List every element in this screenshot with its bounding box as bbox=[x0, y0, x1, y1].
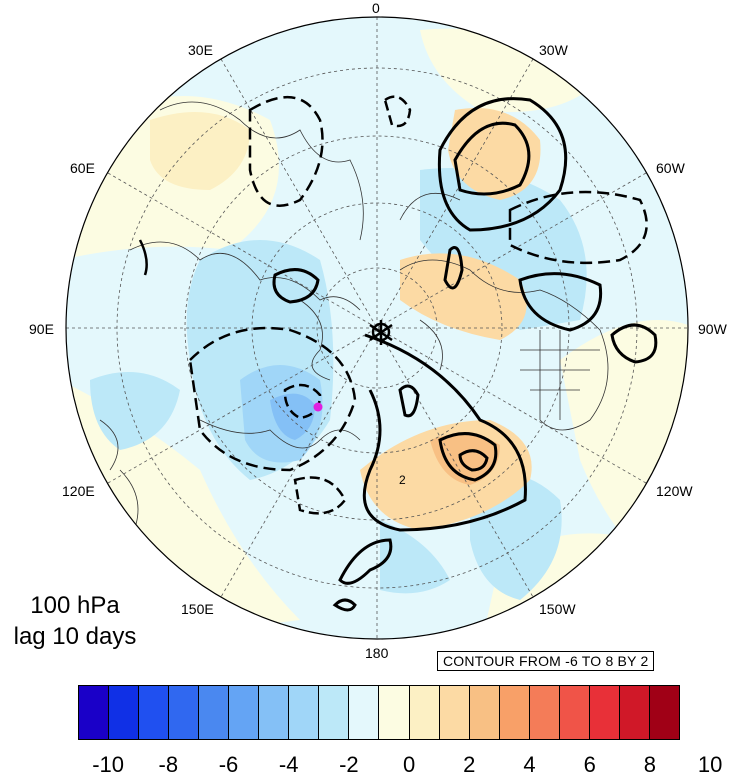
colorbar-cell bbox=[409, 686, 440, 739]
colorbar-cell bbox=[139, 686, 170, 739]
colorbar-cell bbox=[169, 686, 200, 739]
colorbar-cell bbox=[349, 686, 380, 739]
lag-label: lag 10 days bbox=[13, 623, 137, 650]
colorbar-cell bbox=[439, 686, 470, 739]
colorbar-cell bbox=[589, 686, 620, 739]
colorbar-tick-label: -2 bbox=[339, 752, 359, 777]
colorbar-cell bbox=[559, 686, 590, 739]
colorbar-tick-label: 10 bbox=[697, 752, 723, 777]
lon-label-30w: 30W bbox=[539, 42, 568, 58]
colorbar-tick-label: 6 bbox=[583, 752, 596, 777]
lon-label-180: 180 bbox=[365, 645, 389, 661]
location-marker bbox=[313, 402, 323, 412]
graticule bbox=[66, 17, 688, 639]
pressure-level-label: 100 hPa bbox=[30, 592, 120, 619]
contours bbox=[138, 95, 658, 612]
lon-label-150w: 150W bbox=[539, 601, 576, 617]
lon-label-60w: 60W bbox=[656, 160, 685, 176]
lon-label-30e: 30E bbox=[188, 42, 213, 58]
colorbar-cell bbox=[529, 686, 560, 739]
colorbar-tick-label: -10 bbox=[92, 752, 124, 777]
colorbar-cell bbox=[289, 686, 320, 739]
contour-value-label: 2 bbox=[399, 473, 406, 487]
colorbar-tick-label: -8 bbox=[158, 752, 179, 777]
colorbar bbox=[78, 685, 680, 740]
colorbar-cell bbox=[379, 686, 410, 739]
colorbar-cell bbox=[199, 686, 230, 739]
lon-label-120w: 120W bbox=[656, 483, 693, 499]
colorbar-tick-label: 8 bbox=[643, 752, 657, 777]
colorbar-cell bbox=[229, 686, 260, 739]
colorbar-tick-label: 0 bbox=[402, 752, 416, 777]
colorbar-tick-label: 4 bbox=[523, 752, 536, 777]
colorbar-cell bbox=[79, 686, 110, 739]
colorbar-tick-label: -4 bbox=[278, 752, 299, 777]
map-boundary bbox=[65, 16, 689, 640]
colorbar-tick-label: -6 bbox=[218, 752, 239, 777]
colorbar-cell bbox=[469, 686, 500, 739]
lon-label-120e: 120E bbox=[62, 483, 95, 499]
colorbar-cell bbox=[259, 686, 290, 739]
lon-label-150e: 150E bbox=[181, 601, 214, 617]
contour-info-box: CONTOUR FROM -6 TO 8 BY 2 bbox=[437, 651, 655, 671]
colorbar-cell bbox=[319, 686, 350, 739]
colorbar-cell bbox=[619, 686, 650, 739]
lon-label-0: 0 bbox=[372, 0, 380, 16]
colorbar-cell bbox=[499, 686, 530, 739]
pole-singularity bbox=[369, 320, 393, 345]
lon-label-90e: 90E bbox=[29, 321, 54, 337]
colorbar-cell bbox=[649, 686, 679, 739]
lon-label-60e: 60E bbox=[70, 160, 95, 176]
lon-label-90w: 90W bbox=[698, 321, 727, 337]
colorbar-cell bbox=[109, 686, 140, 739]
colorbar-tick-label: 2 bbox=[463, 752, 476, 777]
